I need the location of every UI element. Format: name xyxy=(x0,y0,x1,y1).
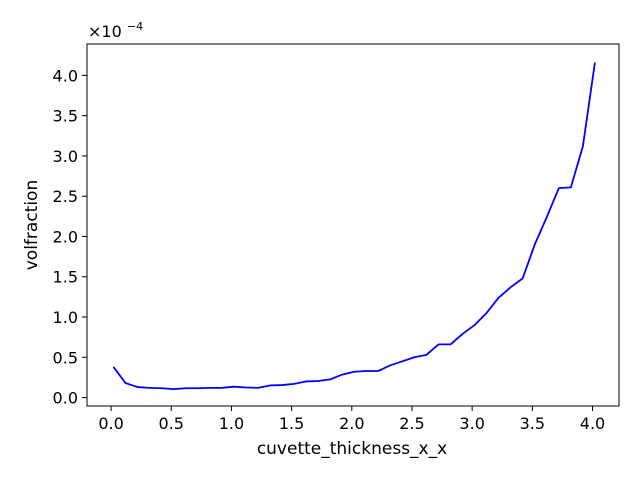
y-tick-label: 3.5 xyxy=(53,107,78,126)
y-tick-label: 2.5 xyxy=(53,187,78,206)
x-tick-label: 1.5 xyxy=(279,414,304,433)
x-axis-label: cuvette_thickness_x_x xyxy=(257,439,447,459)
y-tick-label: 2.0 xyxy=(53,227,78,246)
y-tick-label: 0.5 xyxy=(53,348,78,367)
plot-area xyxy=(112,62,596,390)
x-tick-label: 4.0 xyxy=(580,414,605,433)
y-tick-label: 1.0 xyxy=(53,308,78,327)
x-tick-label: 2.0 xyxy=(339,414,364,433)
x-tick-label: 2.5 xyxy=(399,414,424,433)
y-axis-multiplier: ×10 −4 xyxy=(88,20,143,41)
axes-frame xyxy=(86,43,620,407)
series-line xyxy=(112,62,596,390)
y-tick-label: 3.0 xyxy=(53,147,78,166)
x-tick-label: 0.5 xyxy=(159,414,184,433)
y-tick-label: 0.0 xyxy=(53,389,78,408)
y-axis-ticks: 0.0 0.5 1.0 1.5 2.0 2.5 3.0 3.5 4.0 xyxy=(53,66,87,408)
x-tick-label: 0.0 xyxy=(98,414,123,433)
x-tick-label: 3.5 xyxy=(520,414,545,433)
y-multiplier-exponent: −4 xyxy=(127,20,143,33)
y-tick-label: 1.5 xyxy=(53,268,78,287)
x-tick-label: 3.0 xyxy=(459,414,484,433)
y-tick-label: 4.0 xyxy=(53,66,78,85)
y-multiplier-base: ×10 xyxy=(88,22,122,41)
x-tick-label: 1.0 xyxy=(219,414,244,433)
y-axis-label: volfraction xyxy=(22,180,42,271)
x-axis-ticks: 0.0 0.5 1.0 1.5 2.0 2.5 3.0 3.5 4.0 xyxy=(98,406,605,433)
